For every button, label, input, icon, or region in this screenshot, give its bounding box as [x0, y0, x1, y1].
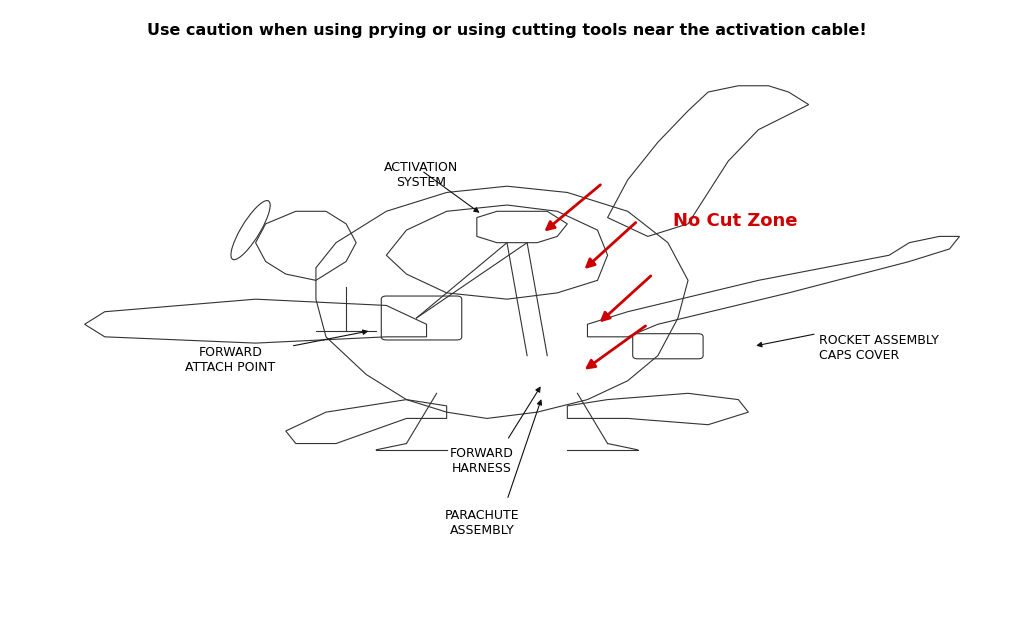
Text: PARACHUTE
ASSEMBLY: PARACHUTE ASSEMBLY: [444, 509, 519, 537]
Text: FORWARD
HARNESS: FORWARD HARNESS: [450, 446, 514, 474]
Text: No Cut Zone: No Cut Zone: [673, 212, 797, 230]
Text: Use caution when using prying or using cutting tools near the activation cable!: Use caution when using prying or using c…: [147, 23, 867, 38]
Text: ROCKET ASSEMBLY
CAPS COVER: ROCKET ASSEMBLY CAPS COVER: [818, 334, 939, 362]
Text: FORWARD
ATTACH POINT: FORWARD ATTACH POINT: [186, 346, 276, 374]
Text: ACTIVATION
SYSTEM: ACTIVATION SYSTEM: [384, 161, 458, 189]
